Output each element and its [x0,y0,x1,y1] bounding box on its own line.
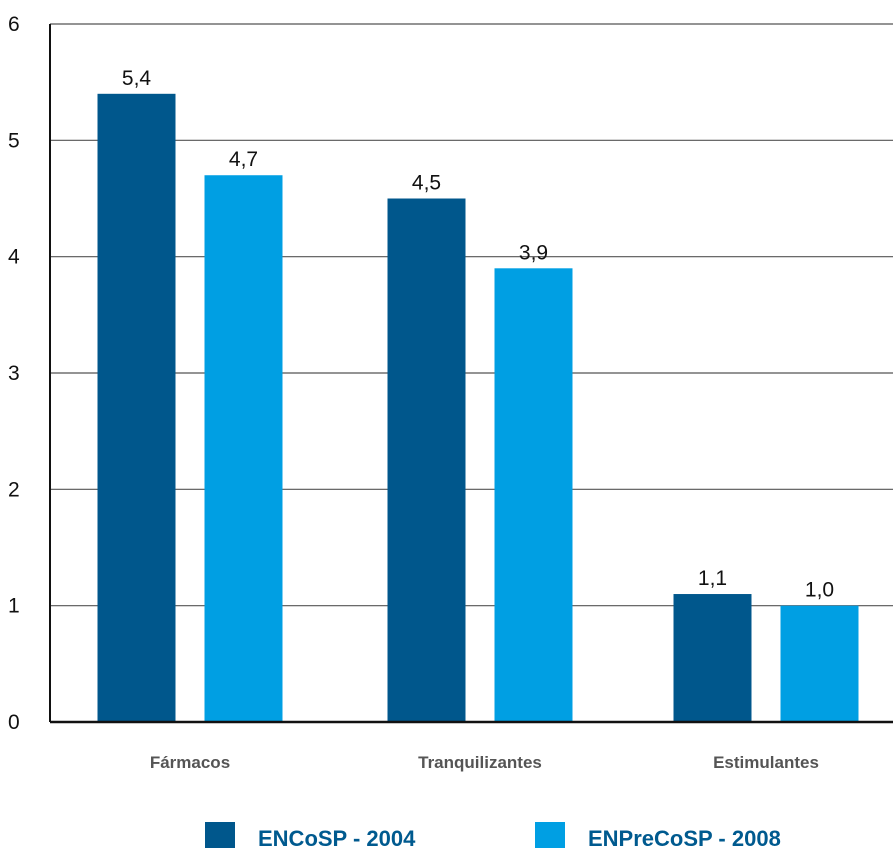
y-tick-label-4: 4 [8,246,20,269]
y-tick-label-1: 1 [8,595,20,618]
legend-label-1: ENPreCoSP - 2008 [588,826,781,851]
data-label-1-2: 1,0 [805,579,834,602]
data-label-1-0: 4,7 [229,148,258,171]
value-labels: 5,4 4,7 4,5 3,9 1,1 1,0 [122,67,834,602]
bar-encosp-2004-0 [97,93,176,723]
bar-encosp-2004-1 [387,198,466,722]
bar-encosp-2004-2 [673,594,752,722]
legend-item-0: ENCoSP - 2004 [205,822,416,851]
data-label-0-2: 1,1 [698,567,727,590]
category-label-2: Estimulantes [713,753,819,772]
data-label-0-1: 4,5 [412,172,441,195]
y-tick-label-3: 3 [8,362,20,385]
category-label-0: Fármacos [150,753,230,772]
y-axis-ticks: 0 1 2 3 4 5 6 [8,13,20,734]
bar-enprecosp-2008-1 [494,268,573,722]
legend-item-1: ENPreCoSP - 2008 [535,822,781,851]
category-label-1: Tranquilizantes [418,753,542,772]
gridlines [50,23,893,607]
legend-swatch-0 [205,822,235,848]
y-tick-label-5: 5 [8,129,20,152]
legend: ENCoSP - 2004 ENPreCoSP - 2008 [205,822,781,851]
y-tick-label-2: 2 [8,478,20,501]
data-label-0-0: 5,4 [122,67,152,90]
legend-swatch-1 [535,822,565,848]
bars [97,93,859,723]
x-axis-categories: Fármacos Tranquilizantes Estimulantes [150,753,819,772]
bar-enprecosp-2008-2 [780,605,859,722]
y-tick-label-0: 0 [8,711,20,734]
bar-enprecosp-2008-0 [204,175,283,722]
y-tick-label-6: 6 [8,13,20,36]
legend-label-0: ENCoSP - 2004 [258,826,416,851]
data-label-1-1: 3,9 [519,241,548,264]
axes [49,24,893,724]
